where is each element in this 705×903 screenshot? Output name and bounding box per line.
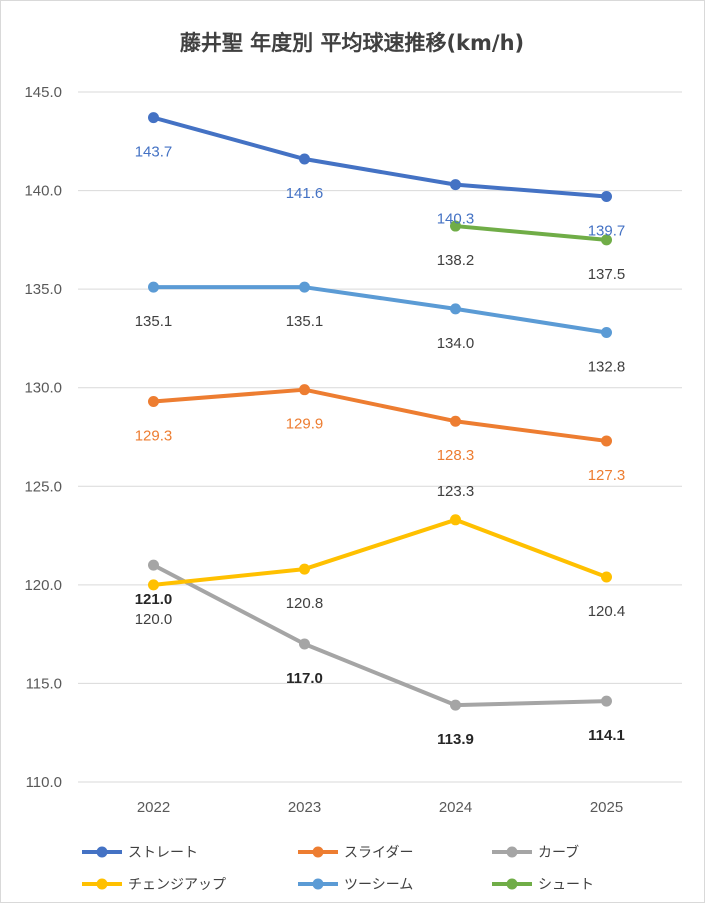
data-label: 135.1: [135, 313, 173, 330]
data-point: [299, 153, 310, 165]
data-point: [299, 563, 310, 575]
data-label: 141.6: [286, 185, 324, 202]
data-point: [450, 179, 461, 191]
data-label: 120.4: [588, 603, 626, 620]
series-line: [453, 224, 609, 242]
data-point: [601, 190, 612, 202]
y-tick-label: 130.0: [24, 380, 62, 397]
legend-marker: [506, 878, 518, 890]
data-point: [601, 435, 612, 447]
y-tick-label: 115.0: [26, 675, 62, 692]
data-point: [601, 234, 612, 246]
series-line: [151, 387, 609, 443]
data-label: 121.0: [135, 591, 173, 608]
legend-marker: [312, 878, 324, 890]
grid-lines: [78, 91, 682, 783]
legend-entry: カーブ: [538, 844, 579, 861]
y-tick-label: 120.0: [24, 577, 62, 594]
legend-marker: [96, 846, 108, 858]
y-tick-label: 125.0: [24, 478, 62, 495]
data-label: 120.0: [135, 611, 173, 628]
data-point: [148, 559, 159, 571]
data-point: [148, 281, 159, 293]
legend-entry: ストレート: [128, 845, 198, 861]
series-line: [151, 563, 609, 708]
data-label: 132.8: [588, 359, 626, 376]
legend-entry: スライダー: [344, 845, 413, 861]
legend-entry: シュート: [538, 877, 594, 893]
data-label: 129.9: [286, 416, 324, 433]
x-tick-label: 2024: [439, 799, 472, 816]
data-point: [299, 281, 310, 293]
data-label: 140.3: [437, 211, 475, 228]
series-line: [151, 285, 609, 335]
legend-marker: [96, 878, 108, 890]
x-axis: 2022 2023 2024 2025: [137, 799, 623, 816]
data-point: [450, 303, 461, 315]
data-label: 135.1: [286, 313, 324, 330]
y-axis: 110.0 115.0 120.0 125.0 130.0 135.0 140.0 145.0: [24, 84, 62, 791]
y-tick-label: 140.0: [24, 183, 62, 200]
data-point: [450, 415, 461, 427]
data-point: [601, 327, 612, 339]
data-label: 113.9: [437, 731, 474, 748]
data-point: [299, 638, 310, 650]
data-label: 138.2: [437, 252, 475, 269]
data-point: [299, 384, 310, 396]
data-label: 129.3: [135, 428, 173, 445]
x-tick-label: 2023: [288, 799, 321, 816]
data-point: [148, 396, 159, 408]
legend-marker: [506, 846, 518, 858]
data-point: [601, 695, 612, 707]
y-tick-label: 110.0: [26, 774, 62, 791]
data-label: 127.3: [588, 467, 626, 484]
data-labels: 143.7 141.6 140.3 139.7 129.3 129.9 128.3 127.3…: [135, 144, 626, 748]
y-tick-label: 135.0: [24, 281, 62, 298]
x-tick-label: 2025: [590, 799, 623, 816]
data-point: [148, 579, 159, 591]
data-label: 120.8: [286, 595, 324, 612]
data-label: 134.0: [437, 335, 475, 352]
data-label: 123.3: [437, 483, 475, 500]
data-label: 137.5: [588, 266, 626, 283]
data-point: [450, 514, 461, 526]
series-group: [148, 112, 612, 711]
data-label: 139.7: [588, 222, 626, 239]
legend-marker: [312, 846, 324, 858]
data-point: [601, 571, 612, 583]
chart-title: 藤井聖 年度別 平均球速推移(km/h): [179, 31, 524, 55]
data-label: 114.1: [588, 727, 625, 744]
x-tick-label: 2022: [137, 799, 170, 816]
data-point: [148, 112, 159, 124]
series-line: [151, 517, 609, 587]
data-label: 117.0: [286, 670, 323, 687]
data-point: [450, 699, 461, 711]
legend-entry: ツーシーム: [344, 877, 413, 893]
y-tick-label: 145.0: [24, 84, 62, 101]
series-line: [151, 115, 609, 199]
data-label: 143.7: [135, 144, 173, 161]
data-label: 128.3: [437, 447, 475, 464]
legend-entry: チェンジアップ: [128, 877, 226, 893]
data-point: [450, 220, 461, 232]
